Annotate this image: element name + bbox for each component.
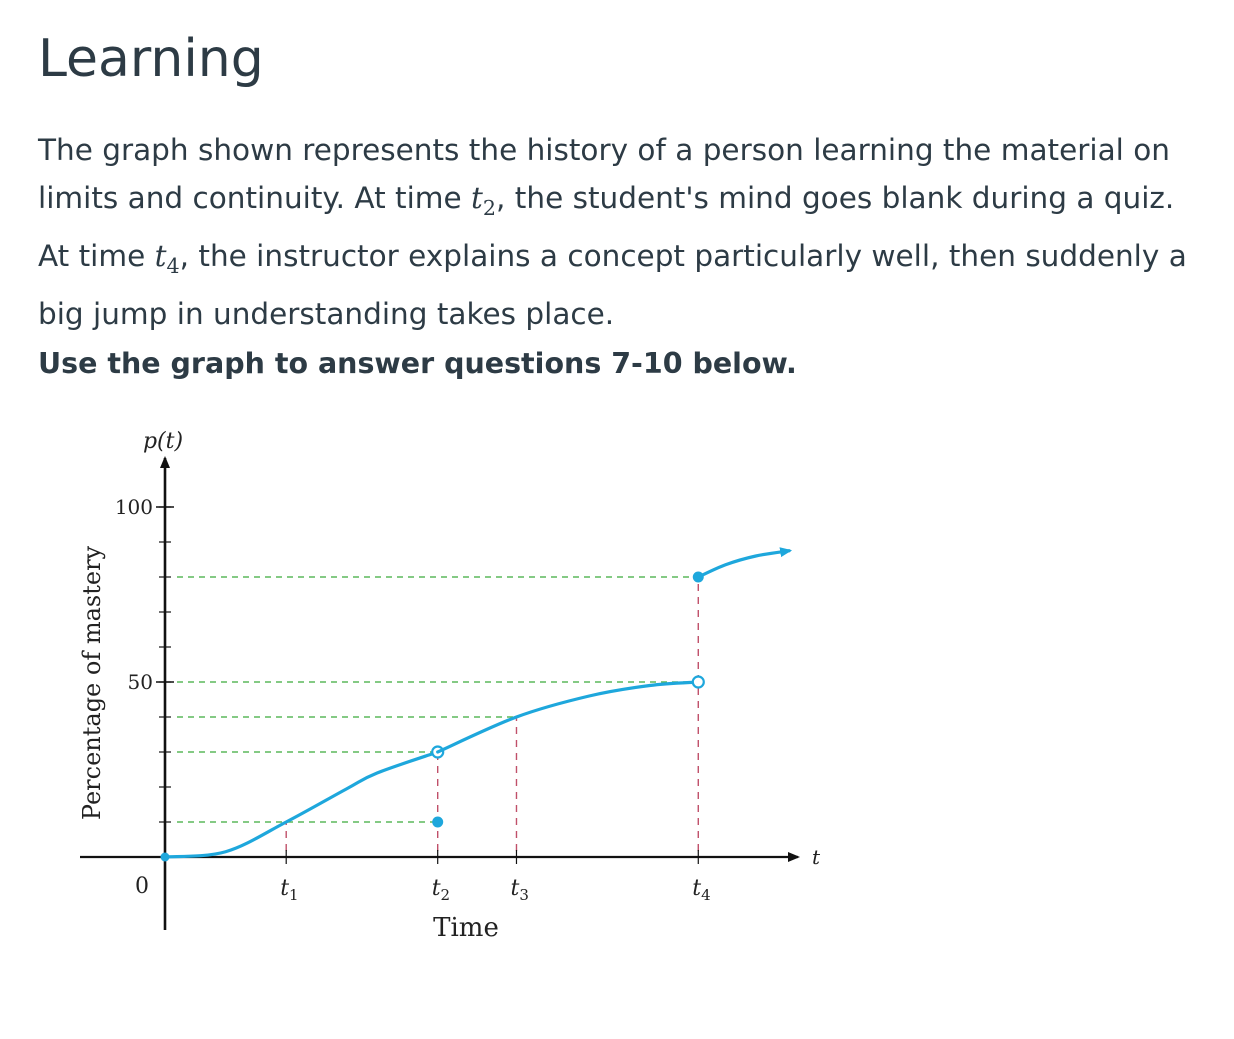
page-title: Learning: [38, 29, 264, 89]
filled-point: [432, 816, 444, 828]
curve-segment-3: [696, 547, 793, 579]
intro-text-part2: , the student's mind goes blank during a…: [38, 181, 1175, 273]
mastery-graph: t1 t2 t3 t4 50 100 0 p(t) t Time Percentage of mas…: [78, 429, 821, 943]
t4-symbol: t4: [154, 238, 180, 278]
t2-symbol: t2: [471, 181, 497, 220]
curve-segment-1: [163, 750, 440, 859]
instruction-text: Use the graph to answer questions 7-10 b…: [38, 347, 797, 380]
y-axis-label: Percentage of mastery: [78, 545, 106, 820]
intro-text-part3: , the instructor explains a concept part…: [38, 238, 1187, 331]
intro-paragraph: The graph shown represents the history o…: [38, 126, 1208, 338]
x-axis-label: Time: [433, 913, 499, 943]
x-tick-label-t2: t2: [432, 876, 450, 904]
y-tick-label: 100: [115, 495, 153, 519]
intro-text-part1: The graph shown represents the history o…: [38, 133, 1170, 215]
filled-point: [692, 571, 704, 583]
x-tick-label-t3: t3: [510, 876, 528, 904]
x-axis-symbol: t: [812, 845, 821, 869]
x-tick-label-t1: t1: [280, 876, 298, 904]
open-point: [691, 675, 705, 689]
origin-label: 0: [135, 874, 149, 899]
y-axis-symbol: p(t): [143, 429, 183, 454]
y-tick-label: 50: [128, 670, 153, 694]
x-tick-label-t4: t4: [692, 876, 710, 904]
start-point: [160, 852, 170, 862]
curve-segment-2: [436, 680, 700, 754]
